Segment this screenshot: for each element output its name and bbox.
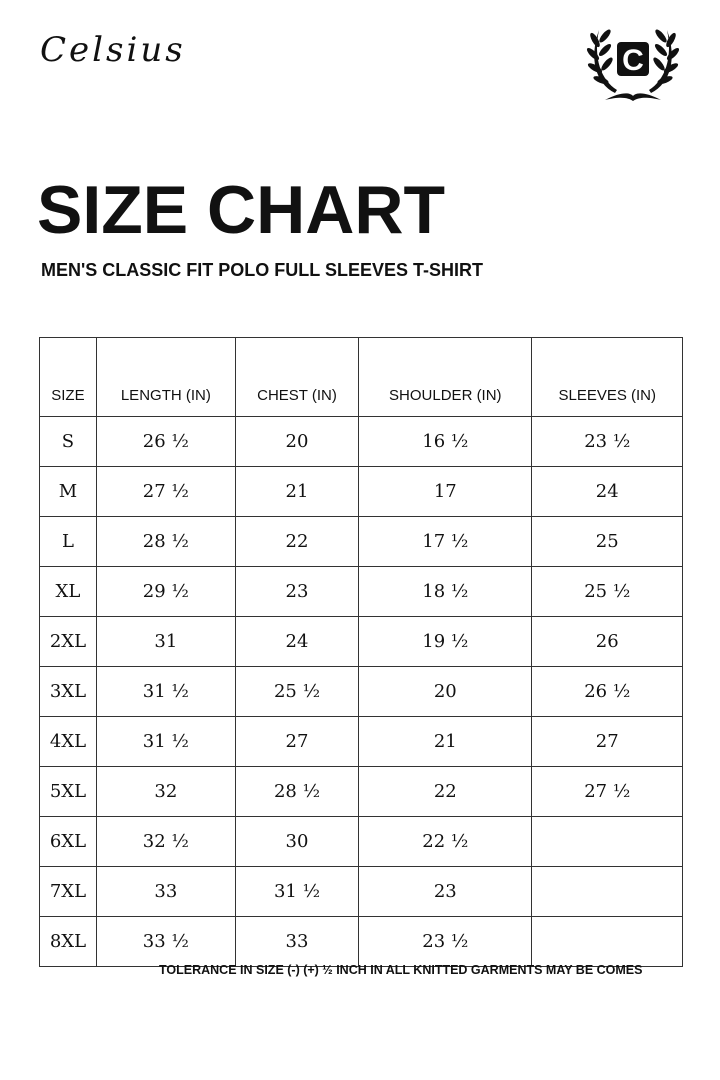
cell-shoulder: 19 ½ xyxy=(358,616,533,667)
cell-length: 31 ½ xyxy=(95,716,236,767)
cell-length: 32 xyxy=(95,766,236,817)
cell-size: L xyxy=(39,516,97,567)
cell-sleeves: 27 xyxy=(531,716,683,767)
cell-sleeves: 25 ½ xyxy=(531,566,683,617)
cell-shoulder: 20 xyxy=(358,666,533,717)
table-row: 4XL 31 ½ 27 21 27 xyxy=(39,716,683,767)
cell-shoulder: 18 ½ xyxy=(358,566,533,617)
size-chart-table: SIZE LENGTH (IN) CHEST (IN) SHOULDER (IN… xyxy=(39,337,683,967)
cell-shoulder: 22 xyxy=(358,766,533,817)
table-row: M 27 ½ 21 17 24 xyxy=(39,466,683,517)
cell-shoulder: 22 ½ xyxy=(358,816,533,867)
cell-chest: 31 ½ xyxy=(234,866,360,917)
cell-size: 2XL xyxy=(39,616,97,667)
cell-length: 26 ½ xyxy=(95,416,236,467)
cell-length: 31 ½ xyxy=(95,666,236,717)
cell-shoulder: 16 ½ xyxy=(358,416,533,467)
cell-sleeves: 23 ½ xyxy=(531,416,683,467)
table-row: 7XL 33 31 ½ 23 xyxy=(39,866,683,917)
table-row: S 26 ½ 20 16 ½ 23 ½ xyxy=(39,416,683,467)
cell-chest: 30 xyxy=(234,816,360,867)
cell-chest: 20 xyxy=(234,416,360,467)
cell-sleeves xyxy=(531,866,683,917)
cell-shoulder: 23 ½ xyxy=(358,916,533,967)
cell-sleeves: 26 xyxy=(531,616,683,667)
cell-size: 6XL xyxy=(39,816,97,867)
cell-length: 33 xyxy=(95,866,236,917)
cell-length: 32 ½ xyxy=(95,816,236,867)
cell-size: 8XL xyxy=(39,916,97,967)
table-row: 2XL 31 24 19 ½ 26 xyxy=(39,616,683,667)
logo-letter: C xyxy=(622,44,644,77)
table-row: 3XL 31 ½ 25 ½ 20 26 ½ xyxy=(39,666,683,717)
cell-shoulder: 17 ½ xyxy=(358,516,533,567)
cell-size: 5XL xyxy=(39,766,97,817)
table-row: 5XL 32 28 ½ 22 27 ½ xyxy=(39,766,683,817)
cell-sleeves xyxy=(531,916,683,967)
table-header-row: SIZE LENGTH (IN) CHEST (IN) SHOULDER (IN… xyxy=(39,337,683,417)
cell-shoulder: 21 xyxy=(358,716,533,767)
table-row: L 28 ½ 22 17 ½ 25 xyxy=(39,516,683,567)
table-row: 6XL 32 ½ 30 22 ½ xyxy=(39,816,683,867)
cell-length: 31 xyxy=(95,616,236,667)
cell-chest: 28 ½ xyxy=(234,766,360,817)
table-row: XL 29 ½ 23 18 ½ 25 ½ xyxy=(39,566,683,617)
cell-size: 3XL xyxy=(39,666,97,717)
tolerance-note: TOLERANCE IN SIZE (-) (+) ½ INCH IN ALL … xyxy=(159,963,643,977)
cell-size: 7XL xyxy=(39,866,97,917)
cell-chest: 24 xyxy=(234,616,360,667)
cell-chest: 25 ½ xyxy=(234,666,360,717)
cell-sleeves: 24 xyxy=(531,466,683,517)
cell-shoulder: 17 xyxy=(358,466,533,517)
brand-logo-text: Celsius xyxy=(40,30,186,70)
cell-sleeves: 25 xyxy=(531,516,683,567)
cell-chest: 21 xyxy=(234,466,360,517)
cell-chest: 23 xyxy=(234,566,360,617)
cell-chest: 22 xyxy=(234,516,360,567)
cell-size: M xyxy=(39,466,97,517)
cell-chest: 27 xyxy=(234,716,360,767)
cell-length: 28 ½ xyxy=(95,516,236,567)
cell-length: 27 ½ xyxy=(95,466,236,517)
page-subtitle: MEN'S CLASSIC FIT POLO FULL SLEEVES T-SH… xyxy=(41,260,483,280)
header-length: LENGTH (IN) xyxy=(95,337,236,417)
header-shoulder: SHOULDER (IN) xyxy=(358,337,533,417)
cell-length: 29 ½ xyxy=(95,566,236,617)
cell-sleeves: 26 ½ xyxy=(531,666,683,717)
cell-shoulder: 23 xyxy=(358,866,533,917)
cell-length: 33 ½ xyxy=(95,916,236,967)
table-row: 8XL 33 ½ 33 23 ½ xyxy=(39,916,683,967)
header-chest: CHEST (IN) xyxy=(234,337,360,417)
cell-size: S xyxy=(39,416,97,467)
laurel-logo-icon: C xyxy=(586,27,681,101)
cell-size: 4XL xyxy=(39,716,97,767)
cell-sleeves xyxy=(531,816,683,867)
header-sleeves: SLEEVES (IN) xyxy=(531,337,683,417)
page-title: SIZE CHART xyxy=(37,172,445,248)
cell-sleeves: 27 ½ xyxy=(531,766,683,817)
cell-chest: 33 xyxy=(234,916,360,967)
header-size: SIZE xyxy=(39,337,97,417)
cell-size: XL xyxy=(39,566,97,617)
